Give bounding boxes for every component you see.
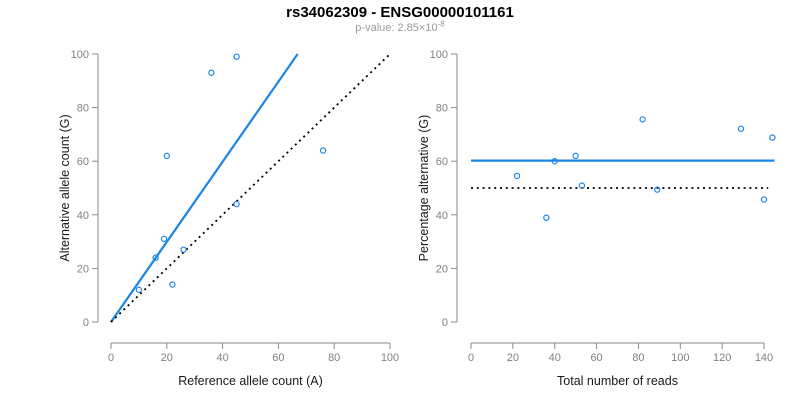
x-tick-label: 80 [632,352,644,364]
y-tick-label: 0 [442,317,448,329]
x-tick-label: 20 [161,352,173,364]
y-tick-label: 40 [77,210,89,222]
x-tick-label: 20 [507,352,519,364]
x-tick-label: 80 [328,352,340,364]
pvalue-prefix: p-value: [355,22,398,34]
y-tick-label: 80 [77,103,89,115]
x-tick-label: 40 [549,352,561,364]
x-tick-label: 40 [216,352,228,364]
x-tick-label: 140 [755,352,773,364]
chart-title: rs34062309 - ENSG00000101161 [286,4,514,21]
scatter-point [639,116,646,123]
scatter-point [135,286,143,294]
scatter-point [572,152,579,160]
x-tick-label: 0 [468,352,474,364]
y-tick-label: 80 [436,103,448,115]
x-tick-label: 0 [108,352,114,364]
pvalue-mantissa: 2.85×10 [397,22,438,34]
x-tick-label: 60 [590,352,602,364]
x-tick-label: 60 [272,352,284,364]
y-tick-label: 60 [77,156,89,168]
y-axis-title: Alternative allele count (G) [58,114,72,261]
scatter-point [233,200,240,208]
scatter-point [543,214,550,221]
scatter-point [578,182,586,189]
y-tick-label: 40 [436,210,448,222]
scatter-point [551,157,558,165]
pvalue-exponent: -8 [437,19,445,29]
chart-subtitle: p-value: 2.85×10-8 [0,19,800,34]
y-tick-label: 100 [71,49,89,61]
y-tick-label: 0 [83,317,89,329]
x-tick-label: 100 [671,352,689,364]
scatter-point [163,152,170,160]
scatter-point [760,196,768,203]
x-axis-title: Total number of reads [557,374,678,388]
x-tick-label: 100 [381,352,399,364]
scatter-point [169,281,176,288]
scatter-point [737,125,745,132]
scatter-point [654,186,661,193]
scatter-point [180,246,187,253]
identity-line [110,53,391,323]
scatter-point [769,134,776,141]
fit-line [110,53,299,323]
scatter-point [208,69,215,76]
y-tick-label: 60 [436,156,448,168]
x-axis-title: Reference allele count (A) [178,374,323,388]
y-tick-label: 20 [436,263,448,275]
scatter-point [319,147,327,154]
scatter-point [160,235,168,243]
x-tick-label: 120 [713,352,731,364]
scatter-point [233,53,240,60]
scatter-point [513,172,521,180]
scatter-point [152,254,159,261]
y-axis-title: Percentage alternative (G) [417,115,431,262]
y-tick-label: 20 [77,263,89,275]
y-tick-label: 100 [430,49,448,61]
plot-panel-left: 0 20 40 60 80 100 0 20 40 60 80 100 Reference allele… [58,49,399,388]
plot-panel-right: 0 20 40 60 80 100 0 20 40 60 80 100 120 140 Total numb… [417,49,776,388]
